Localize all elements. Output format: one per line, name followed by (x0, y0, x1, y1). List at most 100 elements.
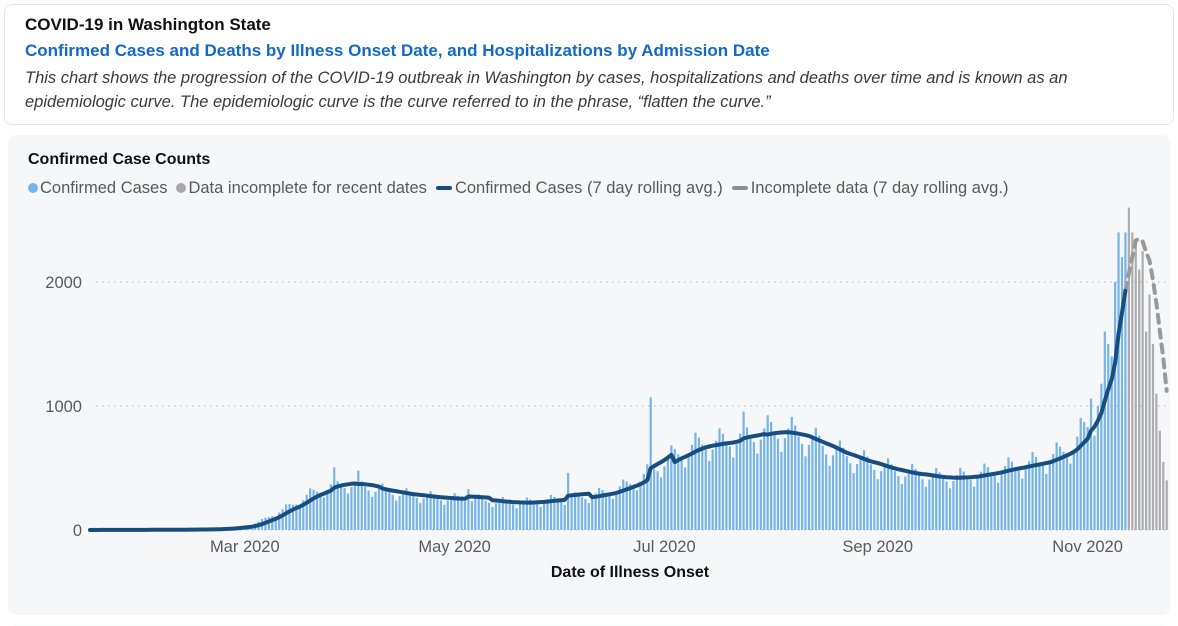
bar (408, 491, 412, 530)
bar (924, 486, 928, 530)
bar (807, 444, 811, 530)
bar (948, 488, 952, 530)
bar (783, 438, 786, 530)
bar (770, 421, 773, 530)
bar (601, 490, 604, 530)
bar (319, 493, 322, 530)
bars-confirmed (92, 232, 1127, 530)
bar (346, 493, 350, 530)
bar (505, 499, 508, 530)
bar (1003, 466, 1007, 530)
bar (1058, 446, 1062, 530)
bar (825, 454, 828, 530)
legend-dot-icon-0 (28, 183, 38, 194)
bar (467, 489, 470, 530)
legend-item-3[interactable]: Incomplete data (7 day rolling avg.) (731, 179, 1008, 198)
bar (498, 500, 501, 530)
bar (735, 444, 738, 530)
bar (955, 474, 958, 530)
page-title: COVID-19 in Washington State (25, 15, 271, 34)
bar (797, 436, 800, 530)
bar (611, 498, 614, 530)
bar (714, 440, 718, 530)
bar (687, 455, 690, 530)
bar (518, 504, 522, 530)
legend-line-icon-2 (435, 186, 452, 191)
x-tick-label: Nov 2020 (1052, 538, 1123, 556)
bar (642, 473, 645, 530)
legend-item-0[interactable]: Confirmed Cases (28, 179, 167, 198)
bar (474, 498, 477, 530)
bar (1124, 232, 1127, 530)
bar (983, 463, 986, 530)
bar (708, 461, 711, 530)
header-card: COVID-19 in Washington State Confirmed C… (4, 4, 1174, 125)
bar (1010, 461, 1014, 530)
bar (336, 481, 339, 530)
bar (405, 488, 408, 530)
bar (312, 489, 315, 530)
legend-label-2: Confirmed Cases (7 day rolling avg.) (454, 178, 723, 197)
bar (745, 427, 749, 530)
bar (591, 497, 594, 530)
bar (305, 494, 308, 530)
bar (477, 494, 480, 530)
bar (972, 486, 976, 530)
bar (322, 497, 326, 530)
bar (501, 497, 504, 530)
bar (794, 425, 797, 530)
bar (401, 492, 405, 530)
bar (1069, 463, 1072, 530)
bar (1107, 343, 1110, 530)
bar (422, 498, 425, 530)
bar (625, 481, 628, 530)
bar (752, 441, 756, 530)
bar (374, 491, 377, 530)
bar (1114, 281, 1117, 530)
bar (818, 435, 821, 530)
bar (659, 477, 663, 530)
bar (508, 502, 511, 530)
bar (680, 458, 683, 530)
bar (281, 509, 284, 530)
legend-line-icon-3 (731, 186, 748, 191)
bar (849, 463, 852, 530)
bar (718, 428, 721, 530)
bar (632, 485, 635, 530)
bar (357, 470, 360, 530)
bar (291, 504, 295, 530)
legend-item-2[interactable]: Confirmed Cases (7 day rolling avg.) (435, 178, 723, 198)
y-tick-label-0: 0 (73, 522, 82, 540)
bar (315, 491, 319, 530)
bar (1120, 257, 1124, 530)
bar (890, 464, 893, 530)
legend-dot-icon-1 (176, 183, 187, 194)
bar (367, 490, 370, 530)
bar (1127, 207, 1130, 530)
bar (391, 494, 394, 530)
bar (288, 504, 291, 530)
bar (604, 492, 608, 530)
legend-item-1[interactable]: Data incomplete for recent dates (176, 179, 427, 198)
bar (814, 427, 817, 530)
bar (732, 457, 735, 530)
bar (859, 457, 862, 530)
page-subtitle: Confirmed Cases and Deaths by Illness On… (25, 40, 770, 60)
bar (893, 471, 897, 530)
bar (917, 474, 921, 530)
bar (284, 504, 288, 530)
bar (907, 470, 910, 530)
bar (979, 471, 983, 530)
bar (563, 505, 566, 530)
bar (298, 506, 301, 530)
bar (766, 415, 769, 530)
bar (952, 480, 955, 530)
bar (897, 476, 900, 530)
bar (838, 440, 842, 530)
bar (787, 428, 790, 530)
bar (432, 494, 436, 530)
bar (1096, 405, 1100, 530)
bar (608, 494, 611, 530)
bar (804, 456, 807, 530)
bar (395, 500, 398, 530)
